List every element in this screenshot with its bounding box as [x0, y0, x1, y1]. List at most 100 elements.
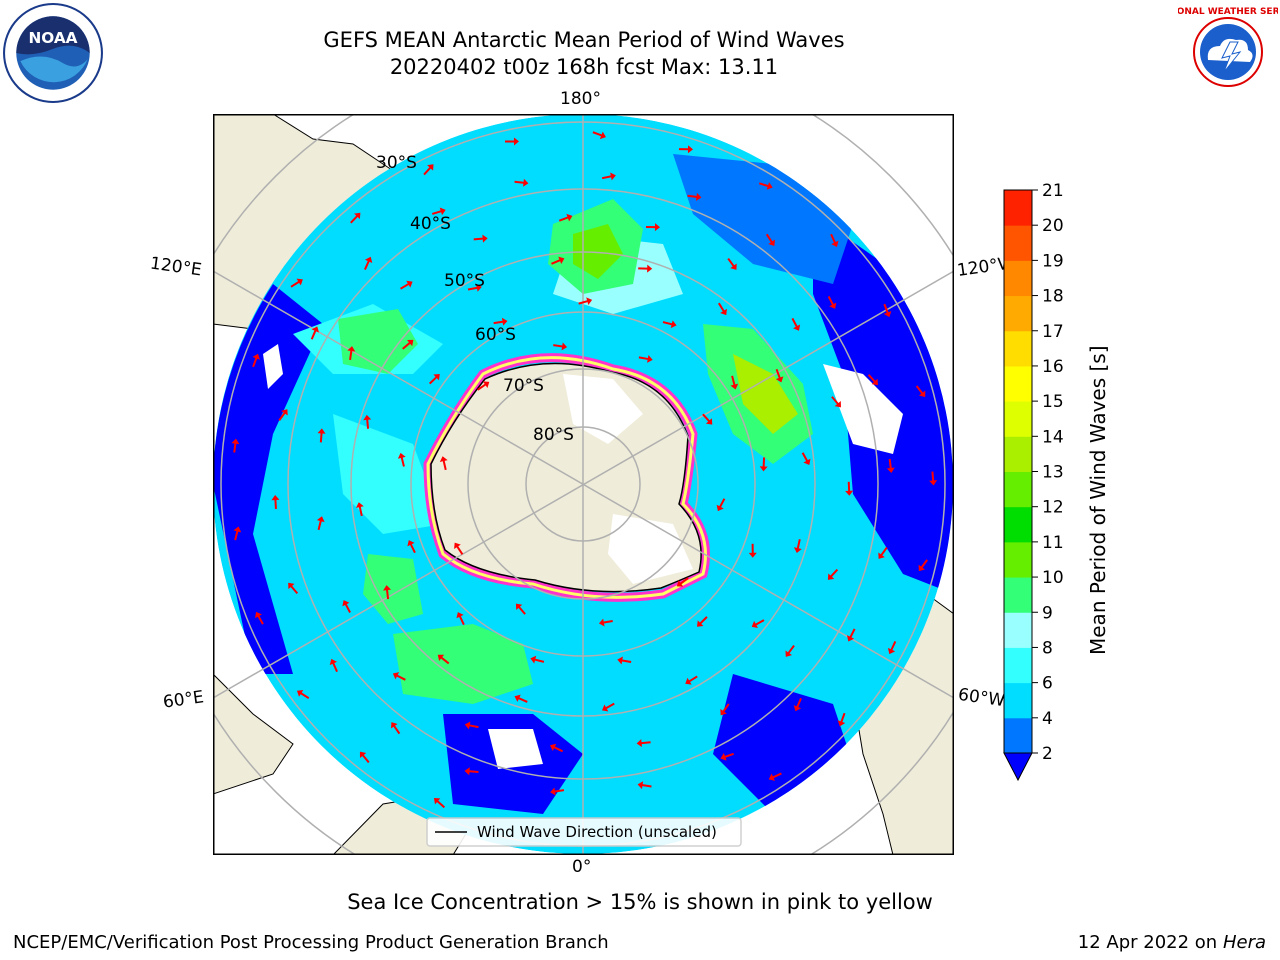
wind-wave-arrow [329, 658, 338, 673]
wind-wave-arrow [645, 223, 660, 232]
colorbar-swatch [1004, 401, 1032, 437]
colorbar-tick-label: 15 [1042, 392, 1064, 412]
date-text: 12 Apr 2022 on [1077, 932, 1223, 953]
colorbar-swatch [1004, 260, 1032, 297]
wind-wave-arrow [551, 256, 565, 265]
wind-wave-arrow [720, 752, 734, 761]
colorbar-swatch [1004, 577, 1032, 613]
wind-wave-arrow [846, 628, 856, 642]
colorbar: 2 4 6 8 9 10 11 12 13 14 15 16 17 18 19 20 21 [1003, 181, 1064, 782]
wind-wave-arrow [342, 600, 351, 613]
wind-wave-arrow [696, 616, 708, 627]
wind-wave-arrow [758, 182, 773, 190]
svg-text:NOAA: NOAA [28, 29, 77, 47]
lat-label-30s: 30°S [376, 153, 417, 173]
wind-wave-arrow [402, 339, 414, 350]
wind-wave-arrow [636, 739, 651, 748]
wind-wave-arrow [638, 264, 653, 273]
wind-wave-arrow [678, 145, 693, 154]
wind-wave-arrow [578, 297, 593, 306]
colorbar-tick-label: 18 [1042, 287, 1064, 307]
wind-wave-arrow [549, 743, 564, 753]
wind-wave-arrow [637, 781, 652, 790]
wind-wave-arrow [598, 618, 613, 627]
map-title: GEFS MEAN Antarctic Mean Period of Wind … [323, 28, 845, 52]
map-subtitle: 20220402 t00z 168h fcst Max: 13.11 [389, 55, 779, 79]
lat-labels: 30°S 40°S 50°S 60°S 70°S 80°S [376, 153, 574, 445]
wind-wave-arrow [918, 559, 928, 572]
wind-wave-arrow [363, 414, 372, 429]
lat-label-70s: 70°S [503, 376, 544, 396]
wind-wave-arrows [231, 131, 938, 809]
wind-wave-arrow [785, 644, 795, 657]
wind-wave-arrow [392, 672, 406, 681]
wind-wave-arrow [617, 656, 632, 665]
colorbar-tick-label: 6 [1042, 674, 1053, 694]
wind-wave-arrow [827, 568, 839, 580]
colorbar-tick-label: 19 [1042, 251, 1064, 271]
wind-wave-arrow [423, 164, 434, 176]
wind-wave-arrow [791, 317, 801, 331]
wind-wave-arrow [886, 458, 895, 473]
wind-wave-arrow [454, 542, 464, 555]
wind-wave-arrow [437, 654, 450, 665]
wind-wave-arrow [687, 192, 702, 201]
wind-wave-arrow [929, 471, 938, 486]
wind-wave-arrow [716, 498, 726, 512]
wind-wave-arrow [288, 582, 299, 595]
wind-wave-arrow [271, 495, 280, 510]
wind-wave-arrow [397, 452, 406, 467]
wind-wave-arrow [845, 481, 854, 496]
wind-wave-arrow [317, 428, 326, 443]
wind-wave-arrow [793, 697, 802, 712]
wind-wave-arrow [831, 396, 841, 408]
wind-wave-arrow [350, 212, 361, 224]
wind-wave-arrow [676, 577, 689, 587]
polar-map: Wind Wave Direction (unscaled) 30°S 40°S… [213, 114, 954, 855]
wind-wave-arrow [515, 603, 526, 615]
ice-shelf-weddell [608, 514, 693, 584]
wind-wave-arrow [231, 438, 240, 453]
colorbar-swatch [1004, 647, 1032, 684]
nws-logo: NATIONAL WEATHER SERVICE [1178, 4, 1278, 100]
wind-wave-arrow [601, 702, 615, 712]
wind-wave-arrow [255, 611, 264, 625]
wind-wave-arrow [748, 543, 757, 558]
svg-text:NATIONAL WEATHER SERVICE: NATIONAL WEATHER SERVICE [1178, 7, 1278, 17]
wind-wave-arrow [439, 456, 448, 471]
wind-wave-arrow [296, 690, 310, 700]
colorbar-under-triangle [1003, 752, 1033, 782]
wind-wave-arrow [720, 703, 730, 716]
graticule [213, 114, 954, 855]
colorbar-swatch [1004, 436, 1032, 472]
wind-wave-arrow [514, 694, 528, 703]
wind-wave-arrow [883, 303, 892, 318]
colorbar-swatch [1004, 190, 1032, 226]
wind-wave-arrow [727, 257, 737, 270]
colorbar-swatch [1004, 682, 1032, 719]
colorbar-tick-label: 12 [1042, 498, 1064, 518]
date-host: Hera [1222, 932, 1266, 953]
wind-wave-arrow [702, 413, 713, 425]
wind-wave-arrow [252, 353, 260, 368]
wind-wave-arrow [830, 233, 839, 247]
colorbar-swatch [1004, 295, 1032, 332]
wind-wave-arrow [553, 342, 568, 351]
wind-wave-arrow [383, 585, 392, 600]
colorbar-tick-label: 8 [1042, 638, 1053, 658]
lat-label-40s: 40°S [410, 214, 451, 234]
wind-wave-arrow [550, 787, 565, 796]
colorbar-tick-label: 10 [1042, 568, 1064, 588]
wind-wave-arrow [638, 354, 653, 363]
wind-wave-arrow [310, 326, 319, 340]
wind-wave-arrow [685, 675, 698, 685]
lat-label-80s: 80°S [533, 425, 574, 445]
wind-wave-arrow [558, 213, 573, 222]
colorbar-tick-label: 20 [1042, 216, 1064, 236]
wind-wave-arrow [493, 317, 508, 326]
wind-wave-arrow [400, 280, 413, 290]
credit-line: NCEP/EMC/Verification Post Processing Pr… [13, 932, 609, 953]
wind-wave-arrow [837, 712, 846, 727]
wind-wave-arrow [530, 655, 545, 664]
wind-wave-arrow [467, 283, 482, 292]
